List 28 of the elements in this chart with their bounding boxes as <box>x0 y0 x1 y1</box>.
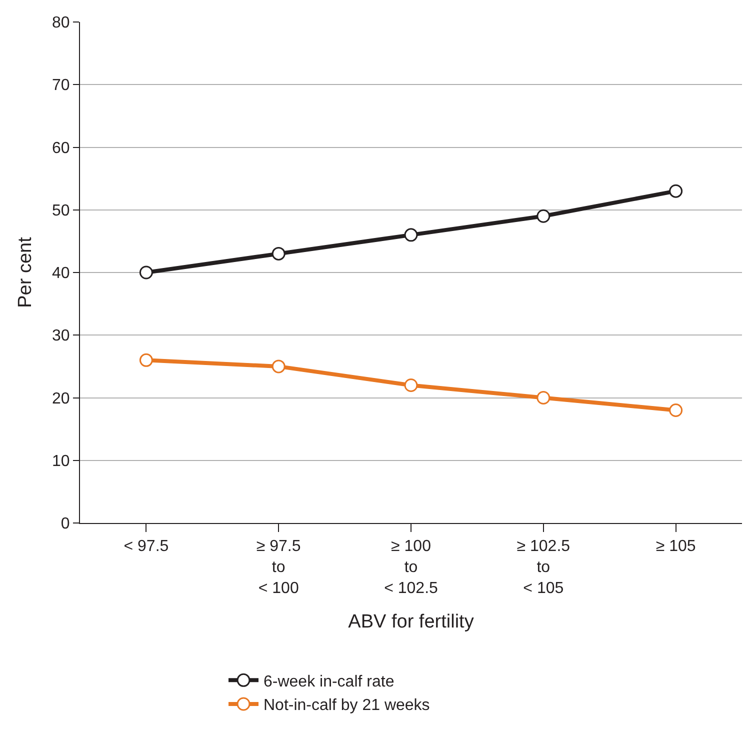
x-tick-label: ≥ 97.5 to < 100 <box>256 538 301 597</box>
point <box>272 246 286 260</box>
point <box>139 266 153 280</box>
x-tick-label: ≥ 100 to < 102.5 <box>384 538 438 597</box>
y-axis-title: Per cent <box>14 236 36 308</box>
point <box>669 404 683 418</box>
x-tick-label: < 97.5 <box>124 538 169 556</box>
point <box>536 209 550 223</box>
y-tick-label: 0 <box>60 516 70 533</box>
point <box>669 184 683 198</box>
x-tick-label: ≥ 102.5 to < 105 <box>516 538 570 597</box>
y-tick-label: 40 <box>52 265 70 282</box>
y-tick-label: 80 <box>52 14 70 32</box>
legend-label: Not-in-calf by 21 weeks <box>264 697 430 714</box>
y-tick-label: 10 <box>52 452 70 470</box>
x-tick-label: ≥ 105 <box>656 538 696 556</box>
x-axis-title: ABV for fertility <box>348 612 474 633</box>
y-tick-label: 60 <box>52 140 70 157</box>
point <box>272 360 286 374</box>
point <box>404 378 418 392</box>
y-tick-label: 70 <box>52 77 70 94</box>
y-tick-label: 30 <box>52 328 70 345</box>
legend-label: 6-week in-calf rate <box>264 673 394 690</box>
point <box>536 391 550 404</box>
point <box>139 353 153 367</box>
y-tick-label: 50 <box>52 202 70 220</box>
y-tick-label: 20 <box>52 390 70 408</box>
point <box>404 228 418 242</box>
